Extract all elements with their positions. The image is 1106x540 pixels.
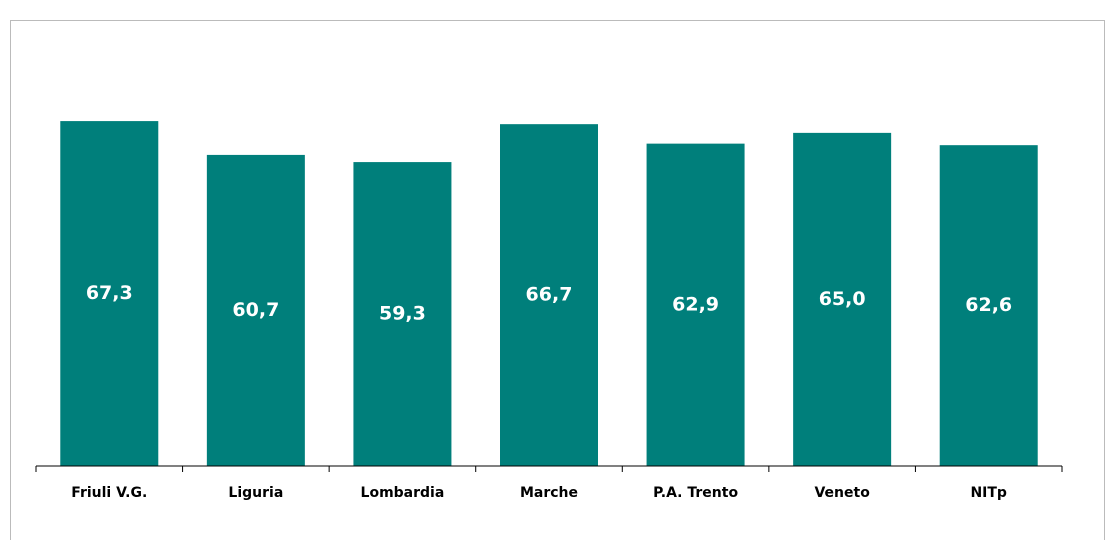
bar — [353, 162, 452, 466]
bar — [60, 121, 159, 467]
x-tick-label: Veneto — [814, 485, 870, 501]
x-tick-label: NITp — [970, 485, 1007, 501]
value-label: 66,7 — [526, 284, 573, 306]
value-label: 62,6 — [965, 294, 1012, 316]
value-label: 60,7 — [232, 299, 279, 321]
value-label: 67,3 — [86, 282, 133, 304]
bar — [500, 124, 598, 466]
bar — [646, 143, 745, 466]
x-tick-label: Lombardia — [361, 485, 445, 501]
x-tick-label: Liguria — [228, 485, 283, 501]
bar — [793, 132, 892, 466]
x-tick-label: P.A. Trento — [653, 485, 738, 501]
x-tick-label: Marche — [520, 485, 578, 501]
value-label: 59,3 — [379, 303, 426, 325]
value-label: 62,9 — [672, 293, 719, 315]
chart-frame — [10, 20, 1105, 540]
value-label: 65,0 — [819, 288, 866, 310]
bar — [939, 145, 1038, 467]
bar — [206, 154, 305, 466]
x-tick-label: Friuli V.G. — [71, 485, 147, 501]
